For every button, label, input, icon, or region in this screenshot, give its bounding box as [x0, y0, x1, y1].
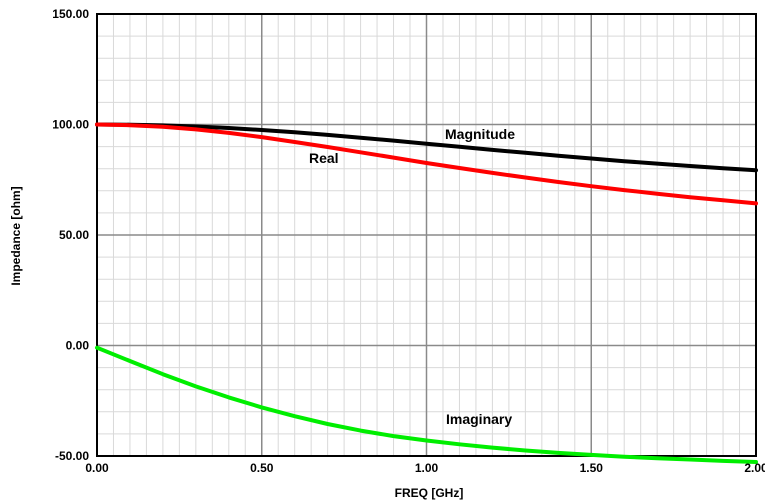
x-tick-label: 2.00	[744, 461, 765, 475]
y-tick-label: 150.00	[52, 7, 89, 21]
y-tick-label: 50.00	[59, 228, 89, 242]
plot-frame	[96, 13, 757, 457]
series-label-real: Real	[309, 150, 339, 166]
x-tick-label: 1.50	[580, 461, 604, 475]
series-label-magnitude: Magnitude	[445, 126, 515, 142]
y-tick-label: 100.00	[52, 118, 89, 132]
y-axis-label: Impedance [ohm]	[9, 186, 23, 285]
major-grid	[97, 14, 756, 456]
series-line-imaginary	[95, 345, 758, 464]
series-label-imaginary: Imaginary	[446, 411, 512, 427]
x-tick-label: 0.50	[250, 461, 274, 475]
x-tick-label: 1.00	[415, 461, 439, 475]
series-line-magnitude	[95, 122, 758, 173]
tick-labels: 0.00 0.50 1.00 1.50 2.00 150.00 100.00 50.00 0.0…	[52, 7, 765, 475]
y-tick-label: 0.00	[66, 339, 90, 353]
y-tick-label: -50.00	[55, 449, 89, 463]
series-line-real	[95, 122, 758, 206]
x-tick-label: 0.00	[85, 461, 109, 475]
series-lines	[95, 122, 758, 464]
x-axis-label: FREQ [GHz]	[395, 486, 464, 500]
